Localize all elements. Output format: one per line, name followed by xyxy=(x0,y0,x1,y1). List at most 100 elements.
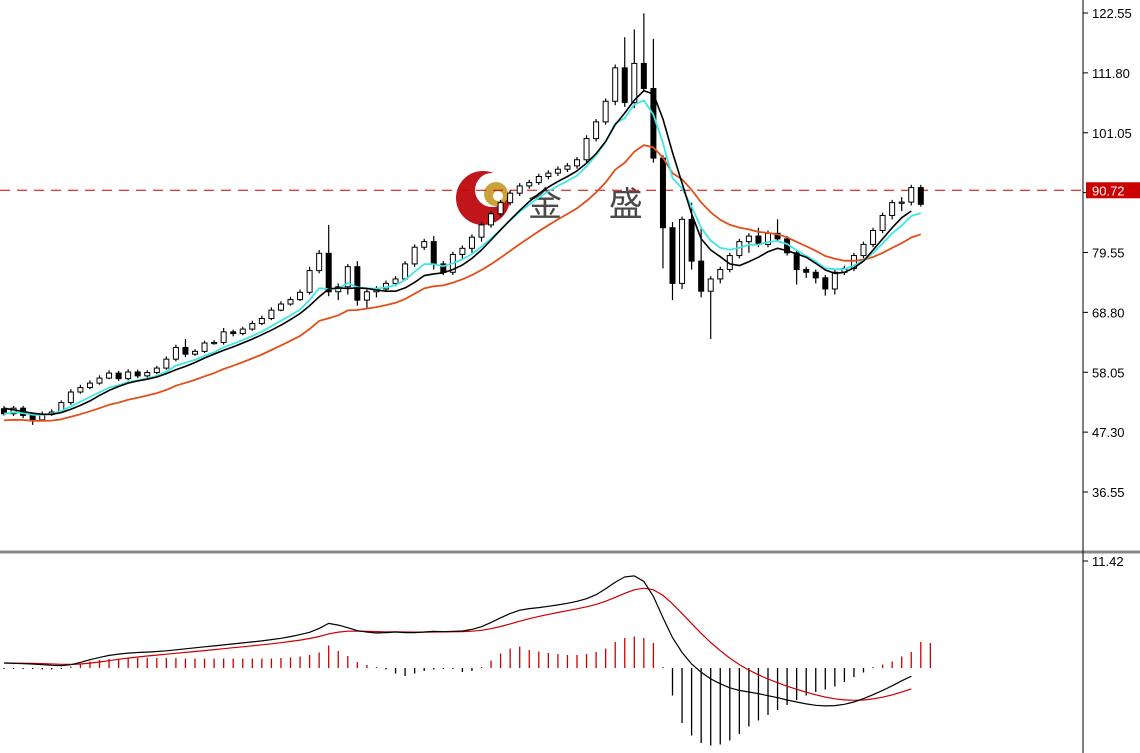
candle-body xyxy=(363,291,370,301)
macd-tick-label: 11.42 xyxy=(1092,554,1124,569)
candle-body xyxy=(593,121,600,140)
candle-body xyxy=(574,159,580,167)
candle-body xyxy=(144,372,151,377)
candle-body xyxy=(258,318,265,325)
candle xyxy=(287,296,294,306)
candle xyxy=(10,405,17,416)
candle-body xyxy=(354,266,361,301)
candle-body xyxy=(421,241,428,248)
candle-body xyxy=(535,175,542,184)
candle-body xyxy=(669,227,676,284)
candle-body xyxy=(230,331,237,335)
candle-body xyxy=(86,382,93,389)
candle xyxy=(841,265,848,276)
moving-averages xyxy=(3,89,922,422)
candle xyxy=(220,327,227,345)
candle-body xyxy=(488,213,495,226)
candle-body xyxy=(287,299,294,305)
candle xyxy=(468,234,475,253)
candle-body xyxy=(125,371,132,380)
candle-body xyxy=(822,277,829,290)
current-price-box xyxy=(1086,182,1140,199)
candle xyxy=(535,173,542,185)
candle-body xyxy=(717,268,724,280)
candle xyxy=(898,197,905,212)
candle-body xyxy=(306,270,313,293)
candle xyxy=(526,179,533,189)
candle-body xyxy=(402,263,409,280)
candle xyxy=(258,315,265,326)
candle xyxy=(908,184,915,206)
macd-panel xyxy=(0,550,1140,746)
candle xyxy=(516,183,523,196)
candle-body xyxy=(96,377,103,384)
candle-body xyxy=(192,350,198,355)
candle xyxy=(201,340,208,354)
candle xyxy=(640,13,647,92)
candle xyxy=(172,344,179,362)
candle-body xyxy=(468,236,475,249)
candle-body xyxy=(211,341,218,345)
y-tick-label: 79.55 xyxy=(1092,246,1125,261)
candle-body xyxy=(277,303,284,311)
candle-body xyxy=(870,229,877,245)
candle-body xyxy=(583,138,590,161)
candle-body xyxy=(803,268,810,273)
candle-body xyxy=(201,342,208,352)
candle-body xyxy=(430,241,437,265)
candle-body xyxy=(659,157,666,229)
candle-body xyxy=(545,172,552,177)
candle-body xyxy=(698,260,705,292)
candle xyxy=(889,199,896,220)
candle xyxy=(96,375,103,385)
y-tick-label: 47.30 xyxy=(1092,425,1125,440)
candle-body xyxy=(640,62,647,89)
candle-body xyxy=(220,331,227,343)
candle-body xyxy=(29,414,36,421)
candle xyxy=(507,190,514,206)
candle xyxy=(554,166,561,176)
candle xyxy=(793,249,800,285)
y-tick-label: 111.80 xyxy=(1092,66,1130,81)
candle xyxy=(297,289,304,302)
candle-body xyxy=(889,202,896,216)
candle xyxy=(77,384,84,394)
candle-body xyxy=(67,391,74,404)
candle-body xyxy=(917,187,924,205)
candle-body xyxy=(411,246,418,265)
candle-body xyxy=(879,214,886,231)
candle xyxy=(478,222,485,242)
candle xyxy=(602,98,609,125)
candle-body xyxy=(679,218,686,284)
candle xyxy=(411,244,418,267)
candle-body xyxy=(631,62,638,103)
candle xyxy=(134,369,141,379)
candle-body xyxy=(497,202,504,215)
candle-body xyxy=(249,323,256,330)
candle-body xyxy=(163,358,170,369)
candle-body xyxy=(106,372,113,379)
candle-body xyxy=(392,278,399,284)
candle xyxy=(67,389,74,405)
candle-body xyxy=(908,187,915,203)
candle xyxy=(125,369,132,381)
candle-body xyxy=(182,346,189,355)
candle xyxy=(249,320,256,331)
candle xyxy=(707,276,714,340)
candle xyxy=(153,365,160,375)
candle xyxy=(564,163,571,173)
candle-body xyxy=(77,387,84,393)
candle-body xyxy=(564,165,571,170)
candle xyxy=(745,233,752,253)
candle-body xyxy=(268,309,275,320)
candle-body xyxy=(707,278,714,292)
candle xyxy=(803,266,810,278)
candle-body xyxy=(134,371,141,377)
macd-line xyxy=(3,575,912,707)
candle xyxy=(774,219,781,242)
candle xyxy=(115,370,122,381)
candle xyxy=(163,356,170,370)
candle-body xyxy=(325,252,332,293)
candle xyxy=(182,339,189,357)
candle xyxy=(239,326,246,336)
